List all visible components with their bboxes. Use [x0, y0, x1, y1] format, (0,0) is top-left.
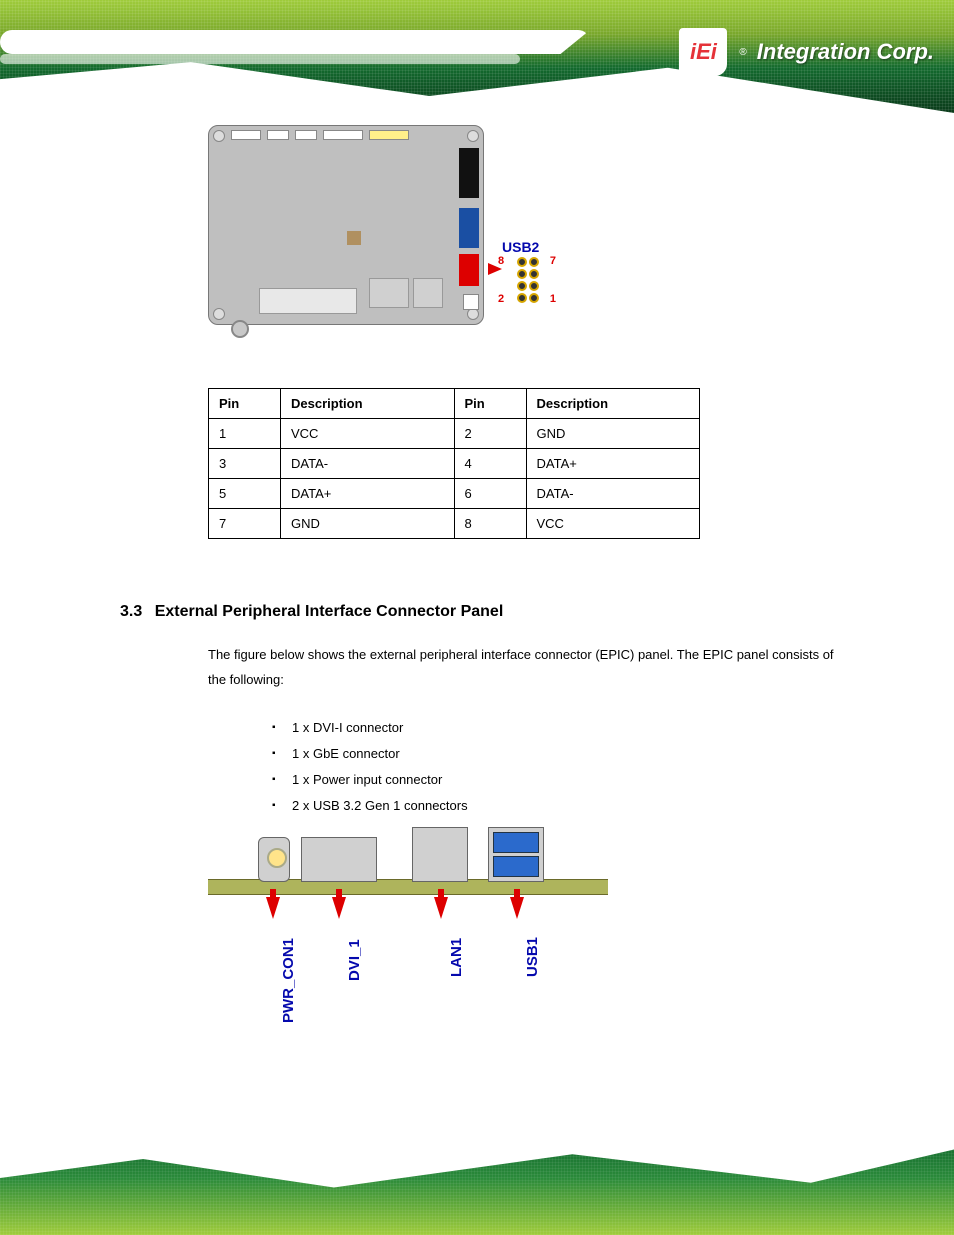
- section-number: 3.3: [120, 603, 142, 620]
- col-desc: Description: [281, 389, 455, 419]
- pin-icon: [517, 257, 527, 267]
- list-item: 1 x GbE connector: [272, 741, 468, 767]
- mounting-hole-icon: [467, 130, 479, 142]
- io-block-icon: [369, 278, 409, 308]
- pin-icon: [529, 293, 539, 303]
- header-icon: [267, 130, 289, 140]
- header-icon: [369, 130, 409, 140]
- pin-icon: [517, 293, 527, 303]
- col-pin: Pin: [209, 389, 281, 419]
- pin-icon: [529, 257, 539, 267]
- brand-logo: iEi ® Integration Corp.: [679, 28, 934, 76]
- down-arrow-icon: [266, 897, 280, 919]
- dvi-port-icon: [301, 837, 377, 882]
- table-body: 1 VCC 2 GND 3 DATA- 4 DATA+ 5 DATA+ 6 DA…: [209, 419, 700, 539]
- pin-icon: [517, 269, 527, 279]
- power-jack-icon: [231, 320, 249, 338]
- pin-number: 8: [498, 255, 504, 267]
- pin-icon: [517, 281, 527, 291]
- mounting-hole-icon: [213, 130, 225, 142]
- cell: DATA+: [281, 479, 455, 509]
- down-arrow-icon: [434, 897, 448, 919]
- cell: 2: [454, 419, 526, 449]
- connector-list: 1 x DVI-I connector 1 x GbE connector 1 …: [272, 715, 468, 819]
- list-item: 2 x USB 3.2 Gen 1 connectors: [272, 793, 468, 819]
- list-item: 1 x DVI-I connector: [272, 715, 468, 741]
- dvi-slot-icon: [259, 288, 357, 314]
- header-icon: [295, 130, 317, 140]
- cell: 1: [209, 419, 281, 449]
- col-desc: Description: [526, 389, 700, 419]
- lan-port-icon: [412, 827, 468, 882]
- connector-icon: [459, 148, 479, 198]
- header-icon: [231, 130, 261, 140]
- label-dvi: DVI_1: [346, 939, 363, 981]
- label-usb: USB1: [524, 937, 541, 977]
- logo-badge: iEi: [679, 28, 727, 76]
- pin-number: 2: [498, 293, 504, 305]
- cell: DATA-: [526, 479, 700, 509]
- cell: DATA+: [526, 449, 700, 479]
- header-icon: [323, 130, 363, 140]
- cell: VCC: [281, 419, 455, 449]
- cell: GND: [526, 419, 700, 449]
- company-name: Integration Corp.: [757, 39, 934, 65]
- usb2-pin-callout: 8 7 2 1: [508, 257, 548, 303]
- connector-icon: [463, 294, 479, 310]
- down-arrow-icon: [332, 897, 346, 919]
- top-wave-decor: [0, 30, 590, 54]
- section-title: External Peripheral Interface Connector …: [155, 603, 504, 620]
- table-header-row: Pin Description Pin Description: [209, 389, 700, 419]
- cell: 7: [209, 509, 281, 539]
- power-jack-icon: [258, 837, 290, 882]
- motherboard-diagram: [208, 125, 484, 325]
- table-row: 3 DATA- 4 DATA+: [209, 449, 700, 479]
- cell: 8: [454, 509, 526, 539]
- logo-mark: iEi: [690, 39, 717, 65]
- usb2-label: USB2: [502, 239, 539, 255]
- cell: VCC: [526, 509, 700, 539]
- pin-icon: [529, 281, 539, 291]
- rear-panel-figure: PWR_CON1 DVI_1 LAN1 USB1: [208, 829, 608, 1049]
- down-arrow-icon: [510, 897, 524, 919]
- list-item: 1 x Power input connector: [272, 767, 468, 793]
- pinout-table: Pin Description Pin Description 1 VCC 2 …: [208, 388, 700, 539]
- label-pwr: PWR_CON1: [280, 938, 297, 1023]
- cell: 6: [454, 479, 526, 509]
- usb3-ports-icon: [488, 827, 544, 882]
- pin-icon: [529, 269, 539, 279]
- usb2-location-figure: USB2 8 7 2 1: [208, 125, 558, 350]
- table-row: 1 VCC 2 GND: [209, 419, 700, 449]
- label-lan: LAN1: [448, 938, 465, 977]
- section-intro: The figure below shows the external peri…: [208, 643, 834, 692]
- page-body: USB2 8 7 2 1 Pin Description Pin Descrip…: [0, 113, 954, 1140]
- chip-icon: [347, 231, 361, 245]
- mounting-hole-icon: [213, 308, 225, 320]
- pin-number: 7: [550, 255, 556, 267]
- usb2-connector-icon: [459, 254, 479, 286]
- connector-icon: [459, 208, 479, 248]
- cell: 5: [209, 479, 281, 509]
- cell: 4: [454, 449, 526, 479]
- bottom-wave-decor: [394, 1147, 954, 1165]
- pin-number: 1: [550, 293, 556, 305]
- cell: 3: [209, 449, 281, 479]
- logo-registered: ®: [739, 47, 746, 58]
- top-wave-decor-2: [0, 54, 520, 64]
- col-pin: Pin: [454, 389, 526, 419]
- table-row: 5 DATA+ 6 DATA-: [209, 479, 700, 509]
- pin-grid-icon: [508, 257, 548, 303]
- section-heading: 3.3 External Peripheral Interface Connec…: [120, 603, 503, 621]
- table-row: 7 GND 8 VCC: [209, 509, 700, 539]
- io-block-icon: [413, 278, 443, 308]
- cell: GND: [281, 509, 455, 539]
- cell: DATA-: [281, 449, 455, 479]
